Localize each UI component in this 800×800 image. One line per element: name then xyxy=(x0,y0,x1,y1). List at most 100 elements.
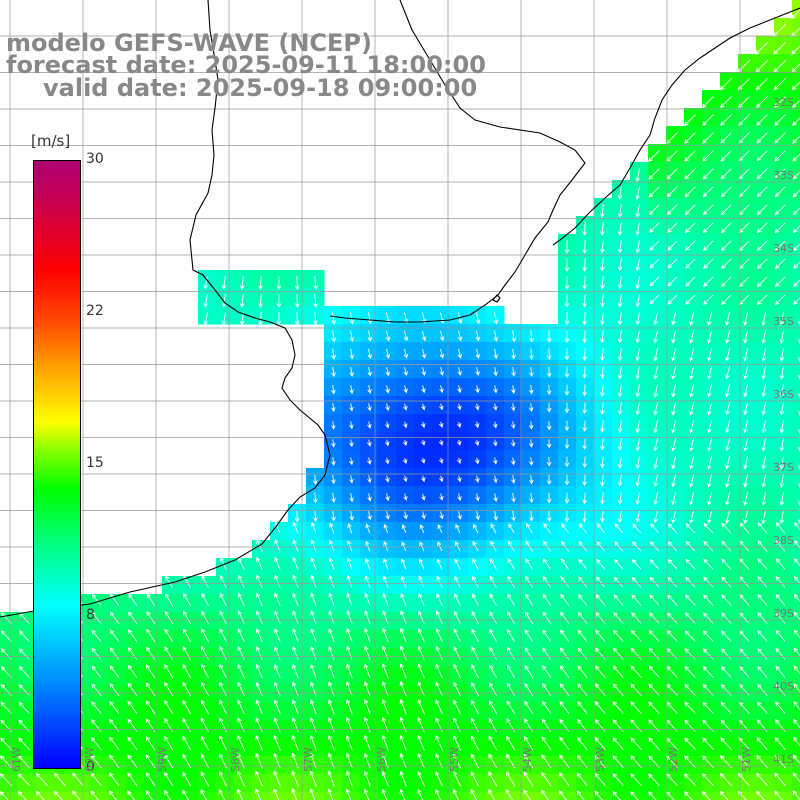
wind-arrow xyxy=(310,522,317,534)
wind-arrow xyxy=(453,771,462,787)
wind-arrow xyxy=(653,348,659,362)
wind-arrow xyxy=(201,610,209,625)
wind-arrow xyxy=(507,540,515,552)
wind-speed-cell xyxy=(108,792,127,800)
wind-arrow xyxy=(349,366,354,377)
wind-arrow xyxy=(542,558,552,570)
wind-arrow xyxy=(761,420,767,434)
wind-arrow xyxy=(564,456,570,468)
wind-arrow xyxy=(200,771,210,787)
wind-arrow xyxy=(219,610,227,625)
wind-arrow xyxy=(689,473,695,488)
wind-arrow xyxy=(600,276,605,290)
wind-arrow xyxy=(756,294,768,306)
wind-arrow xyxy=(524,665,534,679)
wind-arrow xyxy=(684,204,696,216)
wind-arrow xyxy=(399,627,407,643)
wind-speed-cell xyxy=(756,792,775,800)
wind-arrow xyxy=(793,736,800,747)
wind-arrow xyxy=(720,684,732,696)
wind-arrow xyxy=(599,203,605,218)
colorbar-tick: 15 xyxy=(86,455,104,471)
wind-arrow xyxy=(595,647,606,660)
wind-arrow xyxy=(274,628,281,643)
longitude-label: 54W xyxy=(521,747,534,772)
wind-arrow xyxy=(653,456,659,470)
wind-arrow xyxy=(435,735,443,751)
wind-arrow xyxy=(684,132,696,144)
wind-arrow xyxy=(612,683,624,696)
wind-arrow xyxy=(779,311,785,327)
wind-arrow xyxy=(594,772,606,787)
wind-arrow xyxy=(775,611,786,624)
wind-arrow xyxy=(684,612,696,624)
wind-arrow xyxy=(399,788,406,800)
wind-arrow xyxy=(720,168,732,180)
wind-arrow xyxy=(488,735,498,751)
wind-speed-cell xyxy=(54,792,73,800)
wind-arrow xyxy=(436,575,443,588)
longitude-label: 59W xyxy=(156,747,169,772)
wind-arrow xyxy=(743,402,749,416)
wind-arrow xyxy=(542,683,552,697)
wind-arrow xyxy=(757,630,768,642)
wind-arrow xyxy=(743,473,749,488)
wind-arrow xyxy=(313,510,318,523)
latitude-label: 36S xyxy=(773,388,794,401)
wind-arrow xyxy=(614,523,624,534)
wind-arrow xyxy=(707,311,713,326)
wind-arrow xyxy=(457,330,463,342)
wind-arrow xyxy=(630,665,642,678)
wind-arrow xyxy=(600,384,605,397)
wind-arrow xyxy=(201,663,209,679)
wind-arrow xyxy=(582,294,587,308)
wind-speed-cell xyxy=(630,792,649,800)
wind-arrow xyxy=(685,558,696,570)
wind-arrow xyxy=(435,645,443,661)
wind-arrow xyxy=(53,790,63,800)
wind-arrow xyxy=(528,439,534,448)
wind-arrow xyxy=(453,646,461,661)
wind-arrow xyxy=(524,593,534,606)
wind-arrow xyxy=(689,383,695,398)
wind-arrow xyxy=(363,734,371,751)
wind-arrow xyxy=(331,330,337,343)
wind-arrow xyxy=(576,790,585,800)
wind-arrow xyxy=(577,665,588,678)
wind-arrow xyxy=(600,330,605,344)
wind-speed-cell xyxy=(234,792,253,800)
wind-arrow xyxy=(475,367,480,377)
wind-arrow xyxy=(109,683,120,697)
wind-arrow xyxy=(128,611,138,624)
wind-speed-cell xyxy=(306,792,325,800)
wind-arrow xyxy=(684,150,696,162)
wind-arrow xyxy=(328,610,335,625)
wind-arrow xyxy=(417,681,425,697)
latitude-label: 32S xyxy=(773,96,794,109)
wind-arrow xyxy=(164,789,171,800)
wind-arrow xyxy=(367,366,372,377)
longitude-label: 55W xyxy=(448,747,461,772)
wind-arrow xyxy=(671,311,677,326)
colorbar-unit: [m/s] xyxy=(31,132,71,150)
wind-arrow xyxy=(328,539,335,552)
wind-arrow xyxy=(331,510,336,522)
wind-speed-cell xyxy=(792,432,800,451)
wind-arrow xyxy=(273,681,281,697)
wind-arrow xyxy=(276,275,282,291)
wind-arrow xyxy=(702,612,714,624)
wind-arrow xyxy=(630,647,642,660)
wind-speed-cell xyxy=(612,792,631,800)
wind-arrow xyxy=(707,491,713,506)
wind-arrow xyxy=(418,592,425,606)
latitude-label: 35S xyxy=(773,315,794,328)
wind-arrow xyxy=(775,683,786,696)
wind-arrow xyxy=(108,790,117,800)
wind-arrow xyxy=(791,63,800,73)
wind-arrow xyxy=(385,475,390,483)
wind-arrow xyxy=(489,628,497,643)
wind-arrow xyxy=(689,491,695,506)
wind-arrow xyxy=(418,558,425,570)
wind-arrow xyxy=(564,348,570,361)
